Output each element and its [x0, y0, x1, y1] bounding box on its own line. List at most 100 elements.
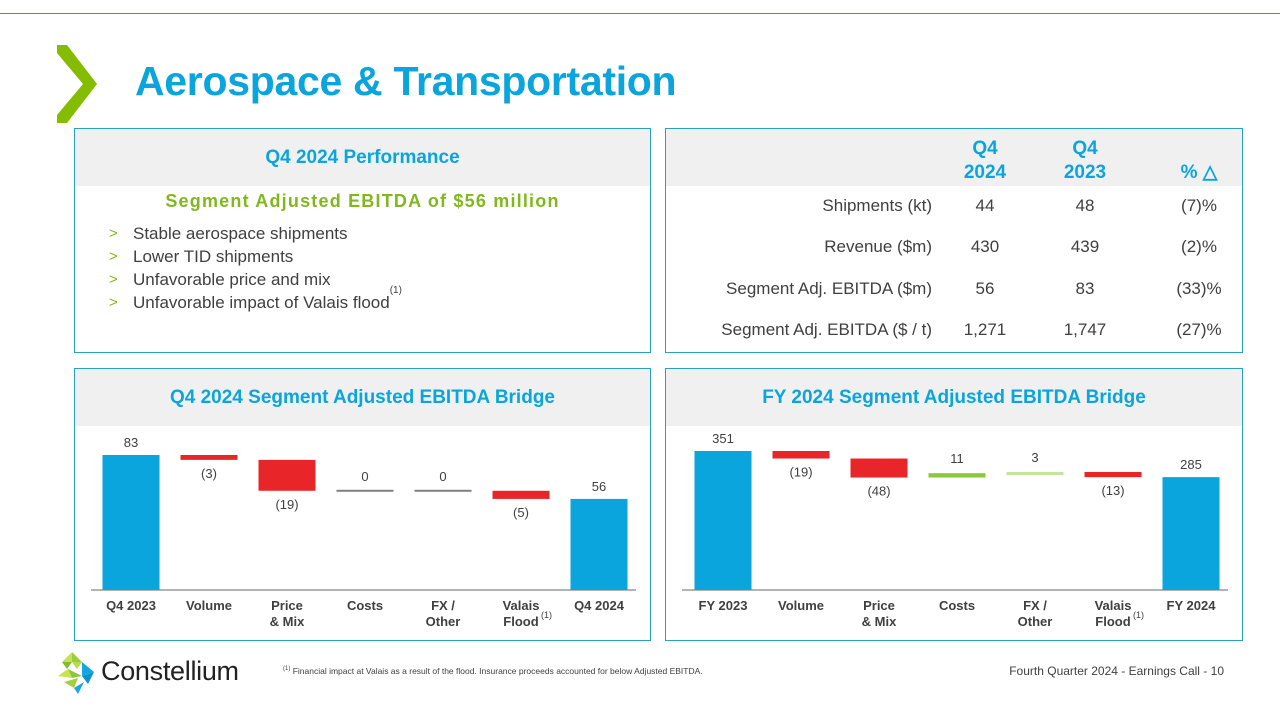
bullet-item: > Unfavorable impact of Valais flood (1)	[109, 285, 402, 314]
footnote-marker: (1)	[283, 666, 291, 673]
category-label: Volume	[186, 598, 232, 613]
col-header-line: 2023	[1063, 162, 1107, 183]
waterfall-bar-total	[570, 498, 628, 590]
bullet-text: Stable aerospace shipments	[133, 224, 348, 243]
category-label: Other	[426, 614, 461, 629]
bullet-arrow-icon: >	[109, 271, 118, 288]
waterfall-bar-zero	[336, 489, 394, 492]
fy-bridge-title: FY 2024 Segment Adjusted EBITDA Bridge	[666, 369, 1242, 426]
top-rule	[0, 13, 1280, 14]
data-label: 11	[950, 451, 964, 466]
bullet-text: Unfavorable price and mix	[133, 270, 331, 289]
q4-bridge-title: Q4 2024 Segment Adjusted EBITDA Bridge	[75, 369, 650, 426]
category-label: Flood	[1095, 614, 1130, 629]
q4-bridge-chart: 83 Q4 2023 (3) Volume (19) Price& Mix 0 Costs 0 F…	[91, 435, 636, 629]
data-label: (48)	[867, 484, 890, 499]
footnote-ref: (1)	[541, 610, 552, 620]
bullet-arrow-icon: >	[109, 248, 118, 265]
category-label: Flood	[503, 614, 538, 629]
bullet-text: Lower TID shipments	[133, 247, 294, 266]
waterfall-bar-negative	[1084, 471, 1142, 478]
data-label: 285	[1180, 457, 1202, 472]
cell-pct: (27)%	[1176, 320, 1222, 339]
page-title: Aerospace & Transportation	[135, 58, 677, 104]
kpi-table-panel: Q4 2024 Q4 2023 % △ Shipments (kt) 44 48 (…	[665, 128, 1243, 353]
footnote: (1) Financial impact at Valais as a resu…	[283, 666, 703, 676]
row-label: Shipments (kt)	[822, 196, 932, 215]
data-label: (19)	[789, 465, 812, 480]
waterfall-bar-zero	[414, 489, 472, 492]
waterfall-bar-positive	[928, 473, 986, 478]
data-label: 0	[361, 469, 368, 484]
cell-q4-2024: 1,271	[963, 320, 1007, 339]
waterfall-bar-negative	[850, 458, 908, 478]
bullet-arrow-icon: >	[109, 294, 118, 311]
category-label: Costs	[939, 598, 975, 613]
table-row: Revenue ($m) 430 439 (2)%	[666, 237, 1244, 267]
col-header-line: % △	[1180, 162, 1218, 183]
cell-pct: (7)%	[1181, 196, 1217, 215]
waterfall-bar-negative	[180, 455, 238, 460]
cell-pct: (33)%	[1176, 279, 1222, 298]
company-name: Constellium	[101, 656, 239, 686]
bullet-arrow-icon: >	[109, 225, 118, 242]
category-label: FX /	[1023, 598, 1047, 613]
fy-bridge-chart: 351 FY 2023 (19) Volume (48) Price& Mix 11 Cost…	[682, 431, 1228, 629]
cell-q4-2023: 439	[1070, 237, 1100, 256]
data-label: (19)	[275, 497, 298, 512]
data-label: 0	[439, 469, 446, 484]
waterfall-bar-total	[102, 455, 160, 590]
table-row: Segment Adj. EBITDA ($ / t) 1,271 1,747 …	[666, 320, 1244, 350]
waterfall-bar-negative	[492, 490, 550, 499]
waterfall-bar-total	[1162, 477, 1220, 590]
category-label: & Mix	[862, 614, 897, 629]
row-label: Revenue ($m)	[824, 237, 932, 256]
category-label: Valais	[503, 598, 540, 613]
col-header-line: Q4	[1072, 138, 1098, 159]
cell-q4-2024: 430	[970, 237, 1000, 256]
cell-pct: (2)%	[1181, 237, 1217, 256]
data-label: 83	[124, 435, 138, 450]
category-label: FY 2024	[1167, 598, 1217, 613]
col-header-q4-2023: Q4 2023	[1045, 137, 1125, 185]
col-header-pct-change: % △	[1159, 137, 1239, 185]
waterfall-bar-positive	[1006, 471, 1064, 475]
fy-bridge-panel: FY 2024 Segment Adjusted EBITDA Bridge 3…	[665, 368, 1243, 641]
footnote-text: Financial impact at Valais as a result o…	[290, 666, 703, 676]
data-label: (13)	[1101, 483, 1124, 498]
footnote-ref: (1)	[1133, 610, 1144, 620]
bullet-item: > Lower TID shipments	[109, 245, 402, 268]
footnote-ref: (1)	[389, 285, 402, 296]
constellium-logo-icon	[58, 652, 94, 694]
q4-bridge-panel: Q4 2024 Segment Adjusted EBITDA Bridge 8…	[74, 368, 651, 641]
data-label: 56	[592, 479, 606, 494]
cell-q4-2023: 83	[1075, 279, 1095, 298]
category-label: FY 2023	[699, 598, 748, 613]
col-header-line: Q4	[972, 138, 998, 159]
cell-q4-2023: 1,747	[1063, 320, 1107, 339]
waterfall-bar-total	[694, 451, 752, 590]
category-label: & Mix	[270, 614, 305, 629]
category-label: Other	[1018, 614, 1053, 629]
performance-bullets: > Stable aerospace shipments > Lower TID s…	[109, 222, 402, 314]
category-label: Valais	[1095, 598, 1132, 613]
category-label: Q4 2024	[574, 598, 625, 613]
category-label: Price	[863, 598, 895, 613]
category-label: Q4 2023	[106, 598, 156, 613]
table-row: Segment Adj. EBITDA ($m) 56 83 (33)%	[666, 279, 1244, 309]
category-label: Price	[271, 598, 303, 613]
cell-q4-2024: 56	[975, 279, 995, 298]
cell-q4-2024: 44	[975, 196, 995, 215]
category-label: Volume	[778, 598, 824, 613]
category-label: Costs	[347, 598, 383, 613]
waterfall-bar-negative	[258, 459, 316, 491]
col-header-q4-2024: Q4 2024	[945, 137, 1025, 185]
kpi-table-header: Q4 2024 Q4 2023 % △	[666, 129, 1242, 186]
bullet-text: Unfavorable impact of Valais flood	[133, 293, 390, 312]
category-label: FX /	[431, 598, 455, 613]
col-header-line: 2024	[963, 162, 1007, 183]
bullet-item: > Unfavorable price and mix	[109, 268, 402, 291]
cell-q4-2023: 48	[1075, 196, 1095, 215]
page-info: Fourth Quarter 2024 - Earnings Call - 10	[1009, 664, 1224, 678]
row-label: Segment Adj. EBITDA ($ / t)	[721, 320, 932, 339]
